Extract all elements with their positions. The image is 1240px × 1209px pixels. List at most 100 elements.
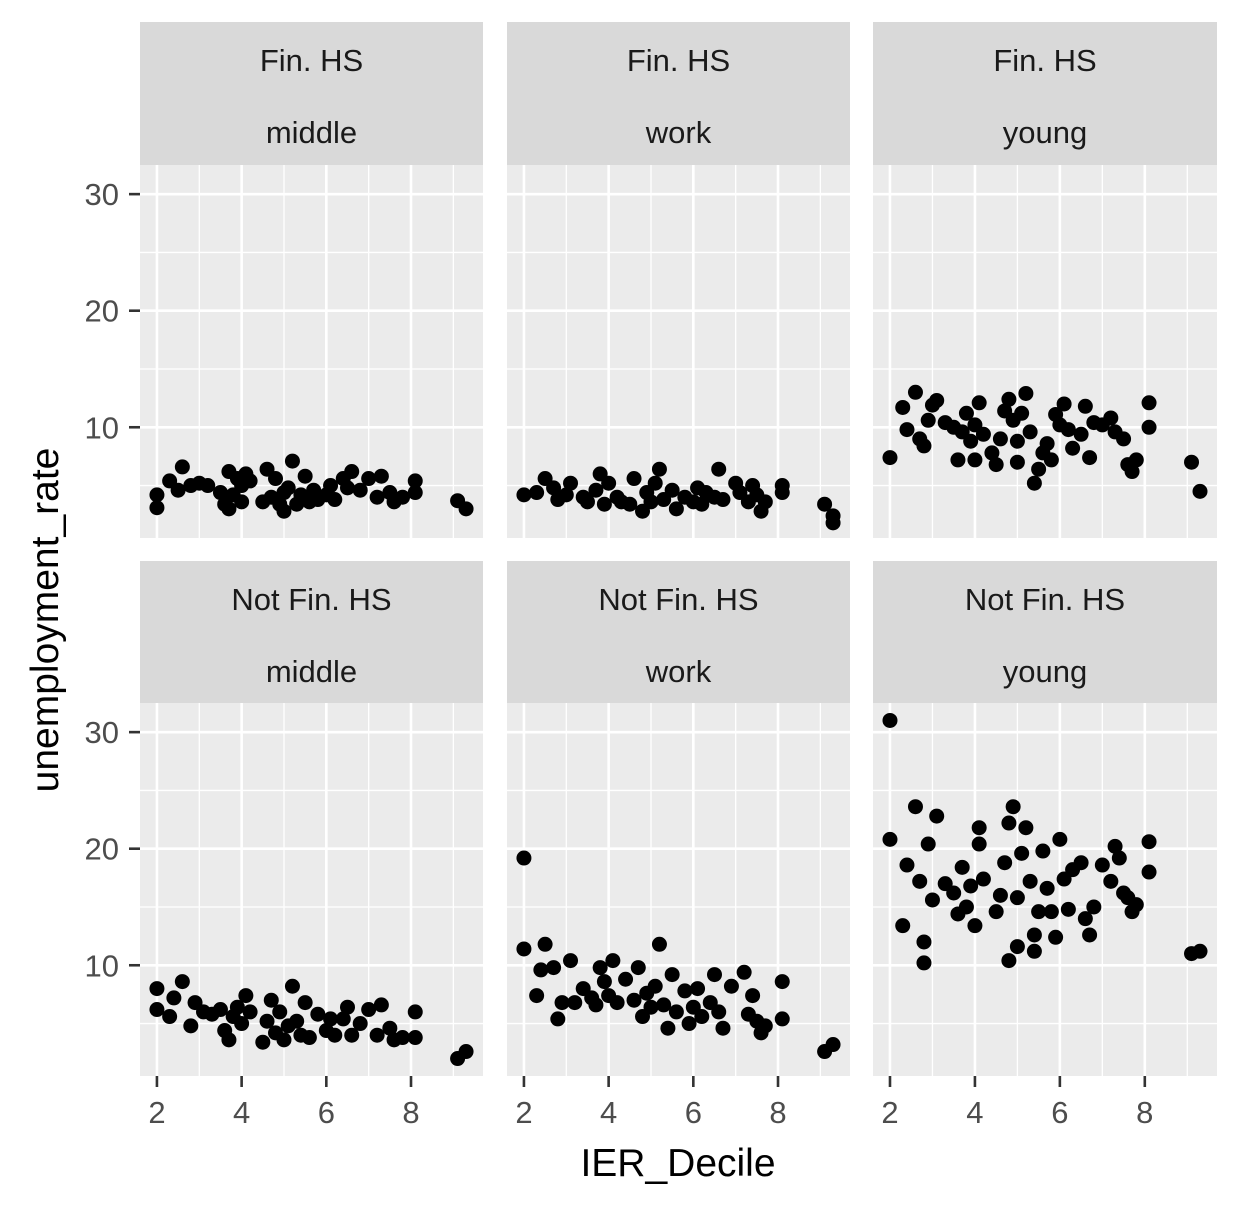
series-1-0 [149,974,474,1067]
x-axis-title: IER_Decile [580,1142,775,1185]
data-point [668,1004,684,1020]
strip-col-label: middle [266,115,357,150]
series-1-2 [882,712,1208,971]
data-point [149,500,165,516]
data-point [997,855,1013,871]
data-point [234,494,250,510]
data-point [567,995,583,1011]
data-point [736,964,752,980]
data-point [916,955,932,971]
data-point [774,1011,790,1027]
data-point [373,997,389,1013]
facet-strip-1-2: Not Fin. HS young [873,561,1217,703]
data-point [677,983,693,999]
data-point [170,482,186,498]
data-point [1073,426,1089,442]
strip-row-label: Fin. HS [627,43,730,78]
x-tick-label: 6 [685,1095,702,1130]
strip-col-label: work [645,654,712,689]
data-point [327,492,343,508]
data-point [395,489,411,505]
data-point [1031,904,1047,920]
data-point [373,468,389,484]
data-point [407,485,423,501]
y-tick-label: 30 [85,715,119,750]
data-point [361,1002,377,1018]
data-point [1082,450,1098,466]
data-point [592,960,608,976]
points-layer [149,384,1208,1067]
data-point [907,799,923,815]
y-tick-label: 10 [85,410,119,445]
data-point [183,1018,199,1034]
data-point [1001,391,1017,407]
data-point [1039,880,1055,896]
y-tick-label: 10 [85,948,119,983]
data-point [554,995,570,1011]
data-point [929,392,945,408]
data-point [1018,820,1034,836]
data-point [563,953,579,969]
data-point [1022,873,1038,889]
facet-strip-0-2: Fin. HS young [873,22,1217,165]
data-point [694,1009,710,1025]
y-tick-label: 20 [85,832,119,867]
data-point [988,457,1004,473]
data-point [1001,815,1017,831]
data-point [458,501,474,517]
data-point [626,471,642,487]
data-point [825,1037,841,1053]
series-1-1 [516,850,841,1060]
data-point [817,496,833,512]
data-point [907,384,923,400]
data-point [601,475,617,491]
x-tick-label: 4 [233,1095,250,1130]
data-point [1141,419,1157,435]
data-point [149,981,165,997]
strip-row-label: Not Fin. HS [598,582,758,617]
data-point [1082,927,1098,943]
data-point [967,452,983,468]
series-0-1 [516,461,841,531]
data-point [174,974,190,990]
data-point [1124,464,1140,480]
data-point [825,515,841,531]
data-point [924,892,940,908]
data-point [221,501,237,517]
data-point [407,1030,423,1046]
x-tick-label: 2 [148,1095,165,1130]
x-tick-label: 6 [1051,1095,1068,1130]
data-point [664,967,680,983]
panel-0-1 [507,165,850,538]
data-point [605,953,621,969]
data-point [975,426,991,442]
strip-row-label: Not Fin. HS [965,582,1125,617]
data-point [1103,410,1119,426]
data-point [166,990,182,1006]
data-point [899,857,915,873]
strip-col-label: young [1003,115,1087,150]
x-tick-label: 4 [966,1095,983,1130]
data-point [268,471,284,487]
data-point [971,820,987,836]
data-point [706,967,722,983]
data-point [395,1030,411,1046]
data-point [954,859,970,875]
data-point [1048,929,1064,945]
data-point [382,1020,398,1036]
data-point [259,1013,275,1029]
data-point [1116,431,1132,447]
data-point [656,997,672,1013]
data-point [242,473,258,489]
data-point [149,487,165,503]
data-point [984,445,1000,461]
strip-row-label: Fin. HS [993,43,1096,78]
data-point [1031,461,1047,477]
data-point [276,1032,292,1048]
data-point [920,836,936,852]
data-point [723,978,739,994]
series-0-2 [882,384,1208,499]
data-point [668,501,684,517]
data-point [588,997,604,1013]
strip-layer: Fin. HS middle Fin. HS work Fin. HS young Not … [140,22,1217,703]
